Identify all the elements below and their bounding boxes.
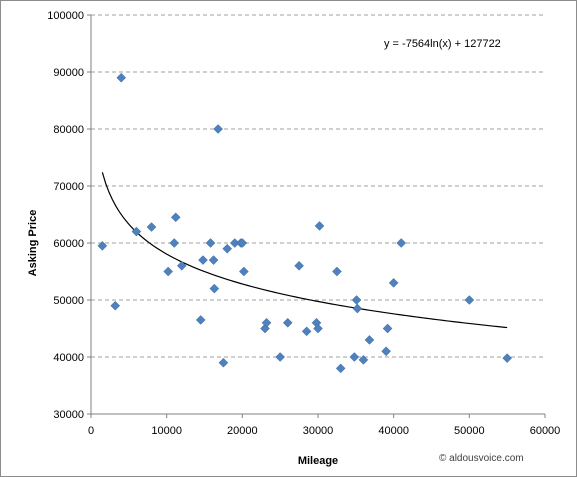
y-tick-label: 50000: [53, 295, 84, 307]
data-point: [195, 315, 206, 325]
data-point: [335, 363, 346, 374]
data-point: [332, 266, 342, 277]
data-point: [110, 300, 121, 311]
credit-text: © aldousvoice.com: [439, 453, 524, 464]
data-point: [275, 352, 286, 362]
trendline-group: [101, 172, 508, 329]
data-point: [218, 357, 229, 368]
data-point: [313, 323, 323, 334]
x-tick-label: 40000: [378, 425, 409, 437]
x-tick-label: 60000: [530, 425, 561, 437]
data-point: [116, 72, 127, 83]
data-point: [176, 260, 187, 271]
data-point: [163, 266, 174, 277]
x-tick-label: 0: [88, 425, 94, 437]
data-point: [261, 317, 272, 328]
x-tick-label: 10000: [151, 425, 182, 437]
data-point: [213, 124, 223, 134]
data-point: [349, 352, 360, 362]
data-point: [146, 222, 157, 232]
x-tick-label: 50000: [454, 425, 485, 437]
data-point: [314, 221, 325, 231]
axes: [87, 14, 546, 418]
data-point: [388, 278, 399, 288]
data-point: [238, 266, 249, 277]
data-point: [198, 255, 208, 265]
data-point: [502, 353, 513, 363]
tick-labels: 30000 40000 50000 60000 70000 80000 90000 10000…: [47, 10, 560, 437]
gridlines: [91, 14, 545, 358]
data-point: [464, 295, 475, 305]
data-point: [364, 335, 375, 345]
y-tick-label: 30000: [53, 409, 84, 421]
data-point: [237, 238, 248, 248]
data-points: [97, 72, 513, 374]
x-tick-label: 20000: [227, 425, 258, 437]
trendline: [101, 172, 508, 329]
data-point: [382, 323, 393, 334]
data-point: [301, 326, 312, 337]
data-point: [282, 317, 293, 328]
y-tick-label: 60000: [53, 238, 84, 250]
x-tick-label: 30000: [303, 425, 334, 437]
y-tick-label: 90000: [53, 67, 84, 79]
data-point: [169, 238, 180, 248]
data-point: [170, 212, 181, 223]
data-point: [351, 295, 362, 305]
y-tick-label: 80000: [53, 124, 84, 136]
y-tick-label: 70000: [53, 181, 84, 193]
data-point: [97, 240, 108, 251]
data-point: [209, 283, 220, 294]
data-point: [358, 354, 369, 365]
data-point: [294, 260, 304, 271]
y-axis-title: Asking Price: [27, 210, 39, 277]
data-point: [396, 238, 407, 248]
data-point: [208, 255, 219, 265]
data-point: [352, 303, 363, 314]
x-axis-title: Mileage: [298, 455, 338, 467]
data-point: [131, 226, 142, 237]
data-point: [381, 346, 391, 357]
y-tick-label: 40000: [53, 352, 84, 364]
trendline-equation: y = -7564ln(x) + 127722: [384, 38, 501, 50]
data-point: [205, 238, 216, 248]
y-tick-label: 100000: [47, 10, 84, 22]
data-point: [222, 243, 233, 254]
